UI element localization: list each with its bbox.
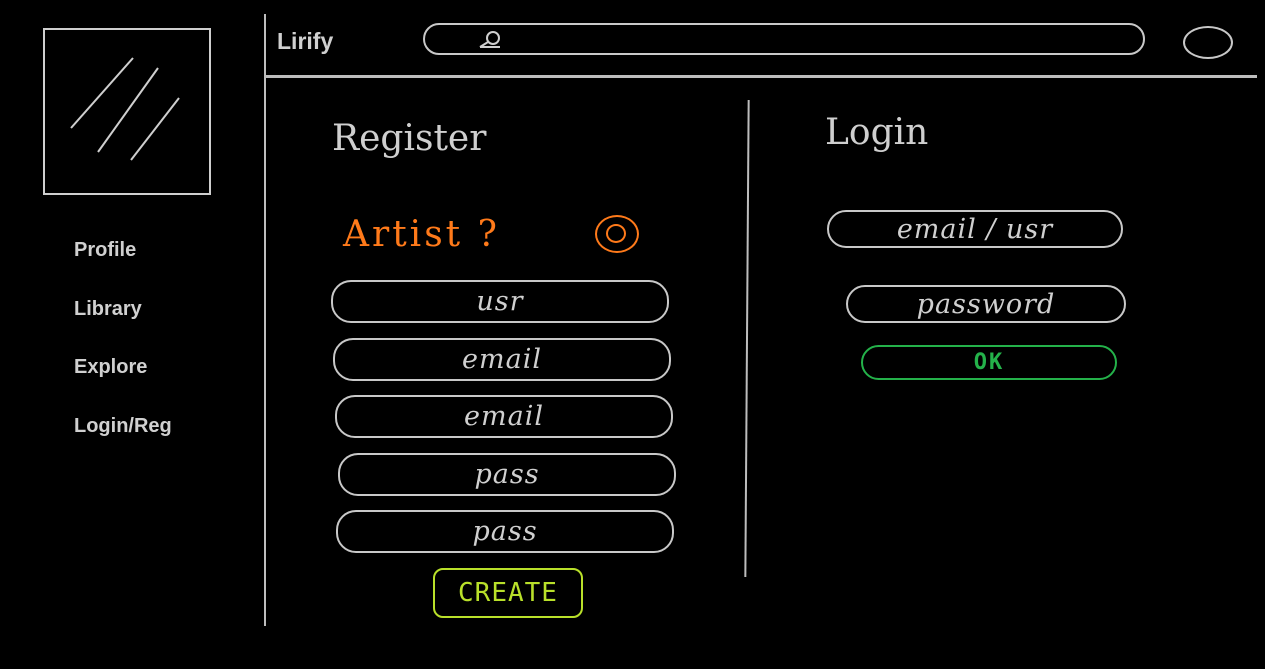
create-account-button[interactable]: CREATE	[433, 568, 583, 618]
login-password-placeholder: password	[916, 288, 1056, 320]
login-title: Login	[825, 112, 929, 153]
create-button-label: CREATE	[458, 578, 558, 608]
artist-label: Artist ?	[343, 214, 500, 255]
logo-placeholder-icon	[43, 28, 211, 195]
register-title: Register	[332, 118, 487, 159]
ok-button-label: OK	[973, 350, 1005, 375]
register-password-confirm-field[interactable]: pass	[336, 510, 674, 553]
app-title: Lirify	[277, 28, 334, 54]
artist-toggle-icon[interactable]	[595, 215, 639, 253]
sidebar-item-profile[interactable]: Profile	[74, 239, 137, 261]
toggle-inner-circle	[606, 224, 626, 243]
login-email-username-field[interactable]: email / usr	[827, 210, 1123, 248]
sidebar-item-library[interactable]: Library	[74, 298, 142, 320]
login-ok-button[interactable]: OK	[861, 345, 1117, 380]
avatar-icon[interactable]	[1183, 26, 1233, 59]
register-password-confirm-placeholder: pass	[472, 516, 538, 547]
register-email-confirm-placeholder: email	[464, 401, 544, 432]
register-email-placeholder: email	[462, 344, 542, 375]
sidebar-item-explore[interactable]: Explore	[74, 356, 148, 378]
register-password-field[interactable]: pass	[338, 453, 676, 496]
sidebar-divider	[264, 14, 266, 626]
search-icon[interactable]	[478, 30, 504, 55]
register-username-field[interactable]: usr	[331, 280, 669, 323]
search-bar[interactable]	[423, 23, 1145, 55]
login-password-field[interactable]: password	[846, 285, 1126, 323]
register-password-placeholder: pass	[474, 459, 540, 490]
header-divider	[266, 75, 1257, 78]
sidebar-item-login-register[interactable]: Login/Reg	[74, 415, 172, 437]
search-input[interactable]	[515, 29, 1119, 51]
register-email-confirm-field[interactable]: email	[335, 395, 673, 438]
register-username-placeholder: usr	[476, 286, 524, 317]
section-divider	[744, 99, 750, 578]
register-email-field[interactable]: email	[333, 338, 671, 381]
login-email-username-placeholder: email / usr	[896, 213, 1054, 245]
